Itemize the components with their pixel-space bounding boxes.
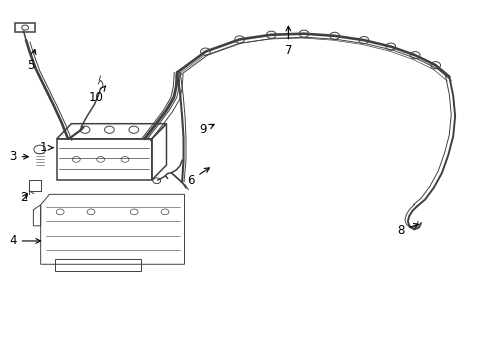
Circle shape — [430, 62, 440, 69]
Circle shape — [266, 31, 276, 39]
Circle shape — [409, 51, 419, 59]
Circle shape — [329, 32, 339, 40]
Circle shape — [200, 48, 210, 55]
Text: 4: 4 — [9, 234, 41, 247]
Text: 1: 1 — [40, 141, 53, 154]
Text: 6: 6 — [187, 168, 209, 186]
Text: 5: 5 — [27, 49, 36, 72]
Circle shape — [234, 36, 244, 43]
Text: 9: 9 — [199, 123, 214, 136]
Text: 3: 3 — [9, 150, 28, 163]
Circle shape — [358, 37, 368, 44]
Circle shape — [385, 43, 395, 50]
Text: 8: 8 — [396, 224, 418, 237]
Text: 2: 2 — [20, 192, 28, 204]
Text: 10: 10 — [88, 86, 105, 104]
Circle shape — [299, 30, 308, 37]
Text: 7: 7 — [284, 26, 291, 57]
